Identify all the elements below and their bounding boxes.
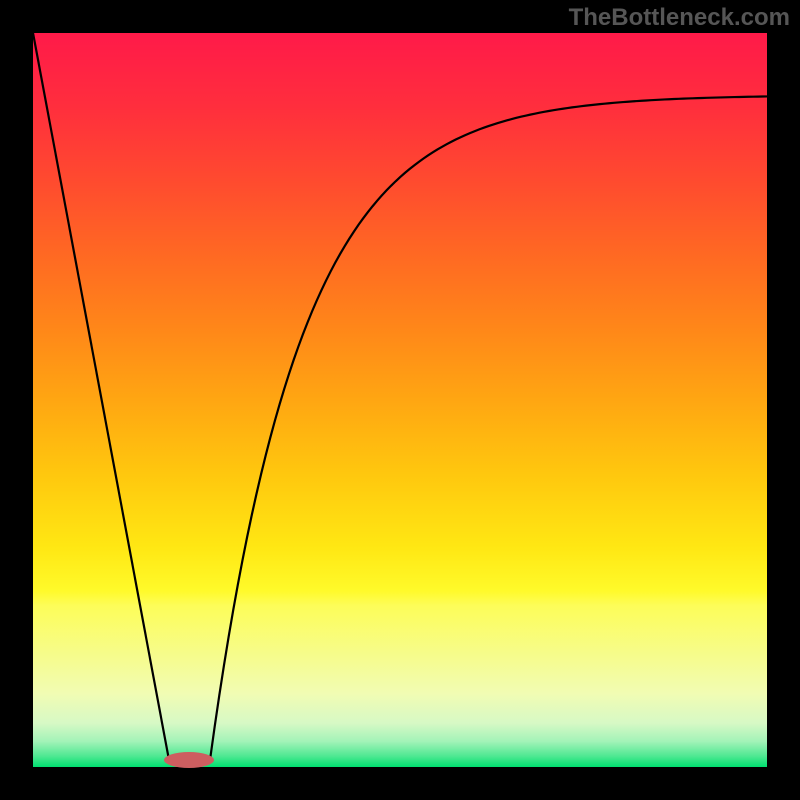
- optimum-marker: [164, 752, 214, 768]
- chart-container: TheBottleneck.com: [0, 0, 800, 800]
- bottleneck-chart: [0, 0, 800, 800]
- watermark-text: TheBottleneck.com: [569, 4, 790, 32]
- plot-background: [33, 33, 767, 767]
